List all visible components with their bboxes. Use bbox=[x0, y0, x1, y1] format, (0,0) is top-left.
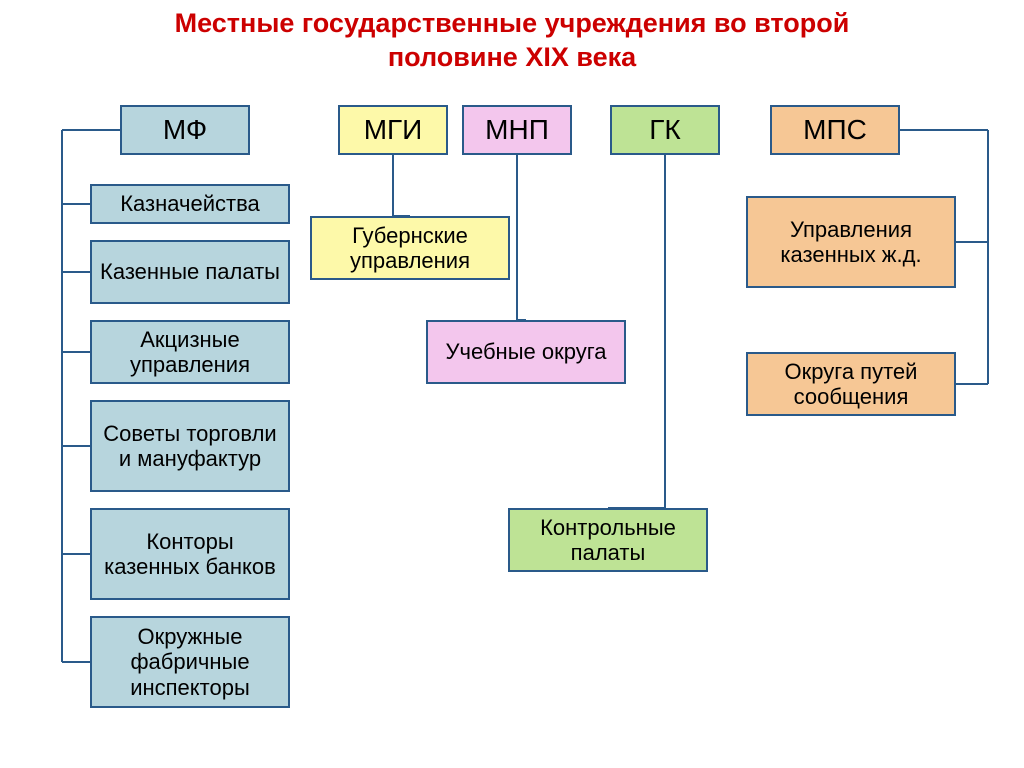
org-chart: Местные государственные учреждения во вт… bbox=[0, 0, 1024, 768]
node-mgi: МГИ bbox=[338, 105, 448, 155]
node-mf4: Советы торговли и мануфактур bbox=[90, 400, 290, 492]
node-mnp: МНП bbox=[462, 105, 572, 155]
node-mps2: Округа путей сообщения bbox=[746, 352, 956, 416]
node-mf: МФ bbox=[120, 105, 250, 155]
node-gk: ГК bbox=[610, 105, 720, 155]
chart-title-line2: половине XIX века bbox=[0, 42, 1024, 73]
node-mf2: Казенные палаты bbox=[90, 240, 290, 304]
node-mf3: Акцизные управления bbox=[90, 320, 290, 384]
node-mnp1: Учебные округа bbox=[426, 320, 626, 384]
node-mf5: Конторы казенных банков bbox=[90, 508, 290, 600]
node-gk1: Контрольные палаты bbox=[508, 508, 708, 572]
node-mf6: Окружные фабричные инспекторы bbox=[90, 616, 290, 708]
node-mgi1: Губернские управления bbox=[310, 216, 510, 280]
node-mps1: Управления казенных ж.д. bbox=[746, 196, 956, 288]
node-mps: МПС bbox=[770, 105, 900, 155]
chart-title-line1: Местные государственные учреждения во вт… bbox=[0, 8, 1024, 39]
node-mf1: Казначейства bbox=[90, 184, 290, 224]
